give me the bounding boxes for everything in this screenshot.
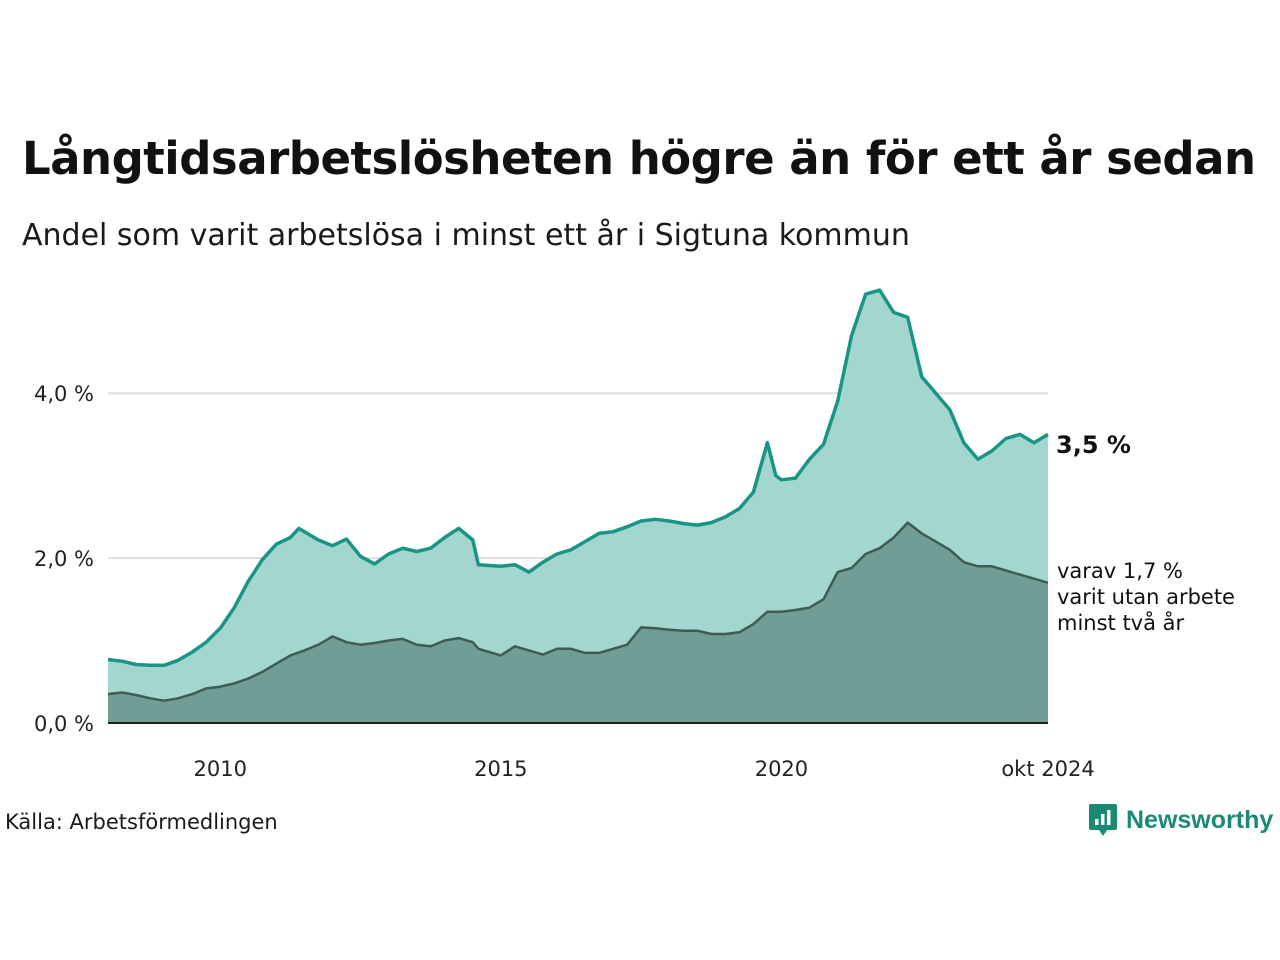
source-note: Källa: Arbetsförmedlingen (5, 810, 278, 834)
newsworthy-logo-text: Newsworthy (1126, 805, 1274, 834)
y-tick-label: 2,0 % (34, 547, 94, 571)
secondary-annotation: varav 1,7 % varit utan arbete minst två … (1057, 559, 1235, 635)
annotation-line-1: varav 1,7 % (1057, 559, 1183, 583)
newsworthy-logo-icon (1089, 804, 1117, 836)
chart-subtitle: Andel som varit arbetslösa i minst ett å… (22, 218, 910, 253)
line-series-minst-tva-ar (107, 521, 1049, 702)
chart-title: Långtidsarbetslösheten högre än för ett … (22, 132, 1256, 185)
y-tick-label: 4,0 % (34, 382, 94, 406)
y-axis-ticks: 0,0 % 2,0 % 4,0 % (34, 382, 94, 736)
x-tick-label: 2010 (194, 757, 247, 781)
x-tick-label: 2015 (474, 757, 527, 781)
area-series-minst-tva-ar (108, 522, 1048, 723)
x-axis-ticks: 2010 2015 2020 okt 2024 (194, 757, 1095, 781)
x-tick-label: 2020 (755, 757, 808, 781)
newsworthy-logo[interactable]: Newsworthy (1088, 802, 1273, 838)
annotation-line-3: minst två år (1057, 610, 1185, 635)
end-value-label: 3,5 % (1056, 431, 1131, 459)
line-series-minst-ett-ar (107, 288, 1049, 668)
y-tick-label: 0,0 % (34, 712, 94, 736)
annotation-line-2: varit utan arbete (1057, 585, 1235, 609)
x-tick-label: okt 2024 (1001, 757, 1094, 781)
